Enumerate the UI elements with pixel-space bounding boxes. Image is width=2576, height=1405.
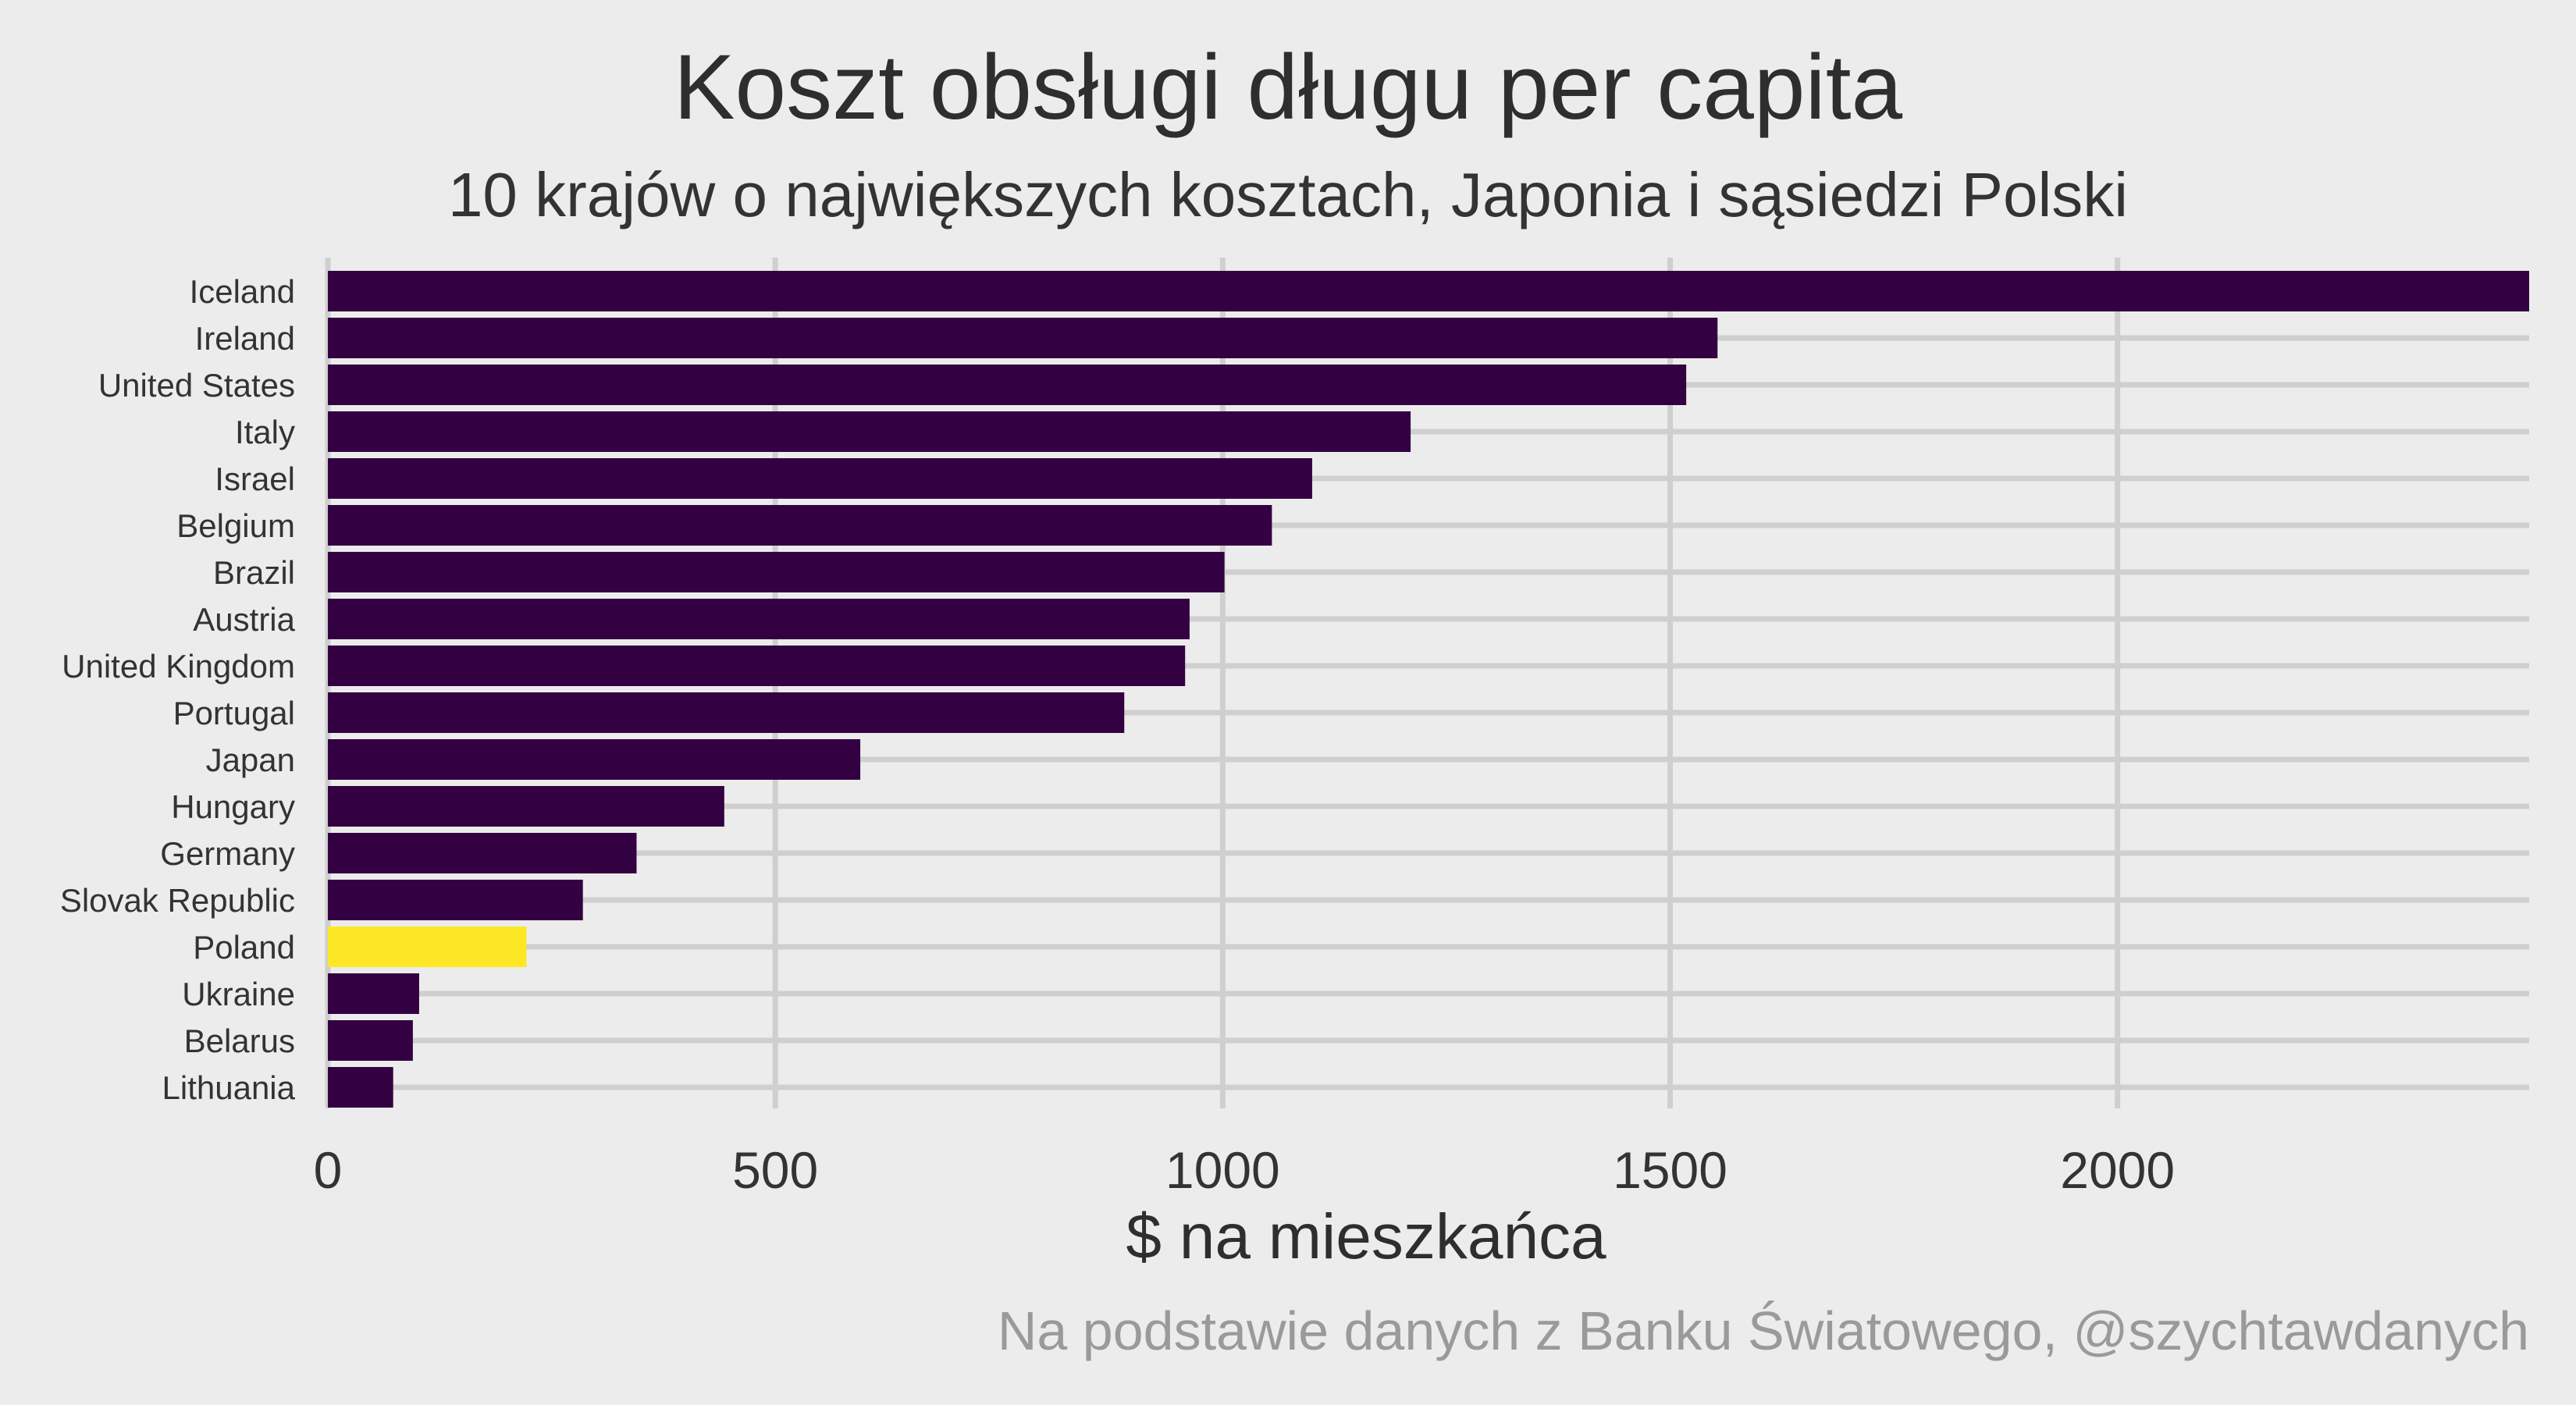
y-tick-label: Belgium [176,507,295,544]
bar-brazil [328,552,1225,592]
bar-belarus [328,1020,413,1061]
y-tick-label: Slovak Republic [60,882,295,919]
y-tick-label: Poland [193,929,295,966]
x-tick-label: 1500 [1613,1141,1727,1199]
bar-united-states [328,365,1687,405]
bar-united-kingdom [328,646,1186,686]
bar-slovak-republic [328,880,583,920]
bar-austria [328,599,1190,639]
y-tick-label: Japan [206,742,295,778]
y-tick-label: Portugal [173,695,295,731]
y-tick-label: United Kingdom [62,648,295,685]
bar-portugal [328,692,1125,733]
chart-title: Koszt obsługi długu per capita [673,36,1903,139]
chart-subtitle: 10 krajów o największych kosztach, Japon… [447,160,2129,229]
y-tick-label: Israel [215,461,295,497]
bars [328,271,2529,1108]
y-tick-label: Austria [193,601,295,638]
x-tick-label: 500 [732,1141,818,1199]
y-tick-label: Ireland [195,320,295,357]
bar-iceland [328,271,2529,311]
source-caption: Na podstawie danych z Banku Światowego, … [997,1300,2529,1361]
bar-hungary [328,786,724,827]
y-tick-label: Italy [235,414,295,450]
x-tick-label: 0 [314,1141,343,1199]
x-tick-labels: 0 500 1000 1500 2000 [314,1141,2175,1199]
bar-belgium [328,505,1272,546]
bar-italy [328,411,1411,452]
bar-germany [328,833,637,873]
x-axis-label: $ na mieszkańca [1126,1201,1606,1272]
y-tick-label: Iceland [190,273,295,310]
y-tick-label: United States [98,367,295,404]
y-tick-label: Ukraine [182,976,295,1012]
bar-japan [328,739,861,780]
bar-israel [328,458,1312,499]
bar-ireland [328,318,1718,358]
bar-lithuania [328,1067,393,1108]
y-tick-labels: Iceland Ireland United States Italy Israel Be… [60,273,296,1106]
y-tick-label: Lithuania [162,1069,296,1106]
x-tick-label: 1000 [1165,1141,1280,1199]
y-tick-label: Germany [160,835,295,872]
y-tick-label: Belarus [184,1023,295,1059]
x-tick-label: 2000 [2060,1141,2175,1199]
y-tick-label: Hungary [171,788,295,825]
bar-ukraine [328,973,419,1014]
y-tick-label: Brazil [213,554,295,591]
bar-poland [328,927,527,967]
